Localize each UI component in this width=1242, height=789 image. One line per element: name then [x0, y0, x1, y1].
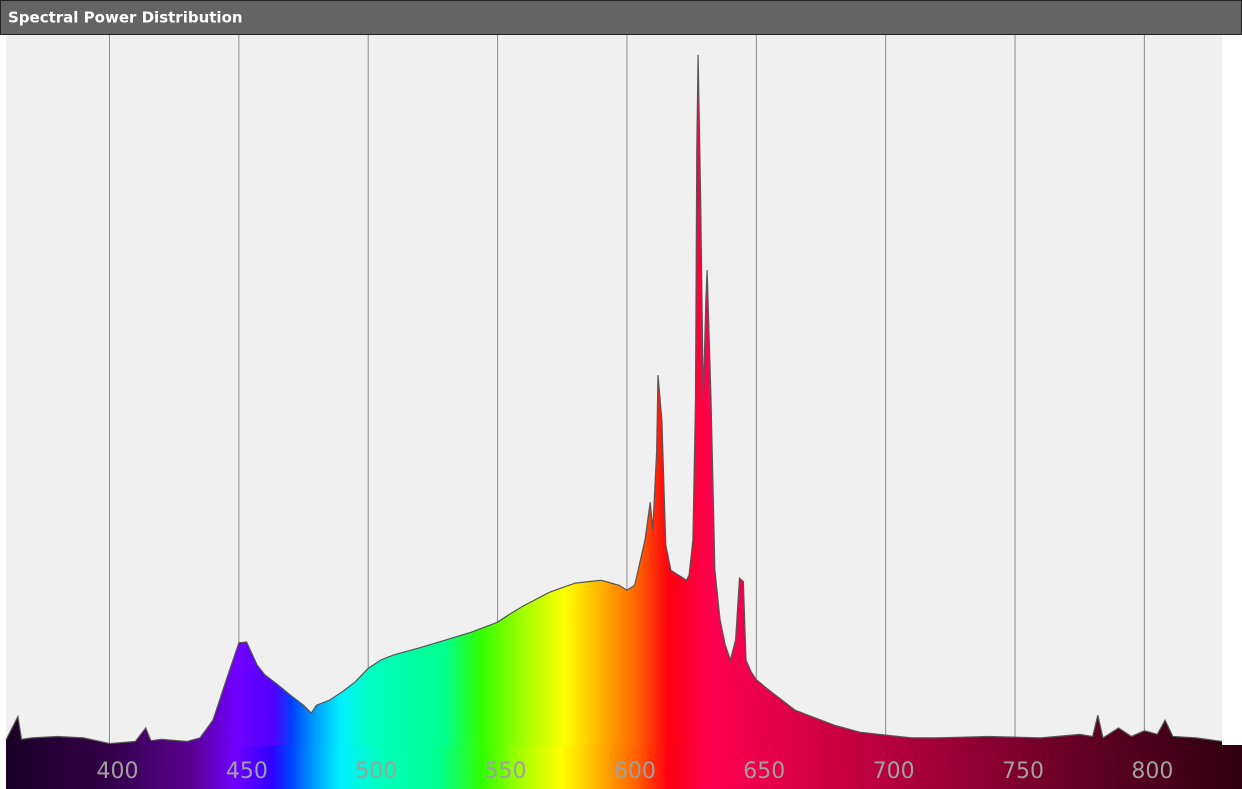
spectrum-bar — [6, 745, 1242, 789]
x-tick-label: 450 — [226, 759, 268, 784]
x-tick-label: 500 — [355, 759, 397, 784]
x-tick-label: 650 — [743, 759, 785, 784]
x-tick-label: 550 — [485, 759, 527, 784]
x-tick-label: 750 — [1002, 759, 1044, 784]
marks — [5, 54, 1223, 745]
grid — [108, 35, 1145, 745]
area-outline — [5, 54, 1223, 745]
x-tick-label: 800 — [1131, 759, 1173, 784]
ticks: 400 450 500 550 600 650 700 750 800 — [96, 759, 1173, 784]
title-bar — [0, 0, 1242, 35]
x-tick-label: 400 — [96, 759, 138, 784]
area — [6, 54, 1222, 745]
x-tick-label: 700 — [873, 759, 915, 784]
chart-title: Spectral Power Distribution — [8, 9, 243, 27]
x-tick-label: 600 — [614, 759, 656, 784]
